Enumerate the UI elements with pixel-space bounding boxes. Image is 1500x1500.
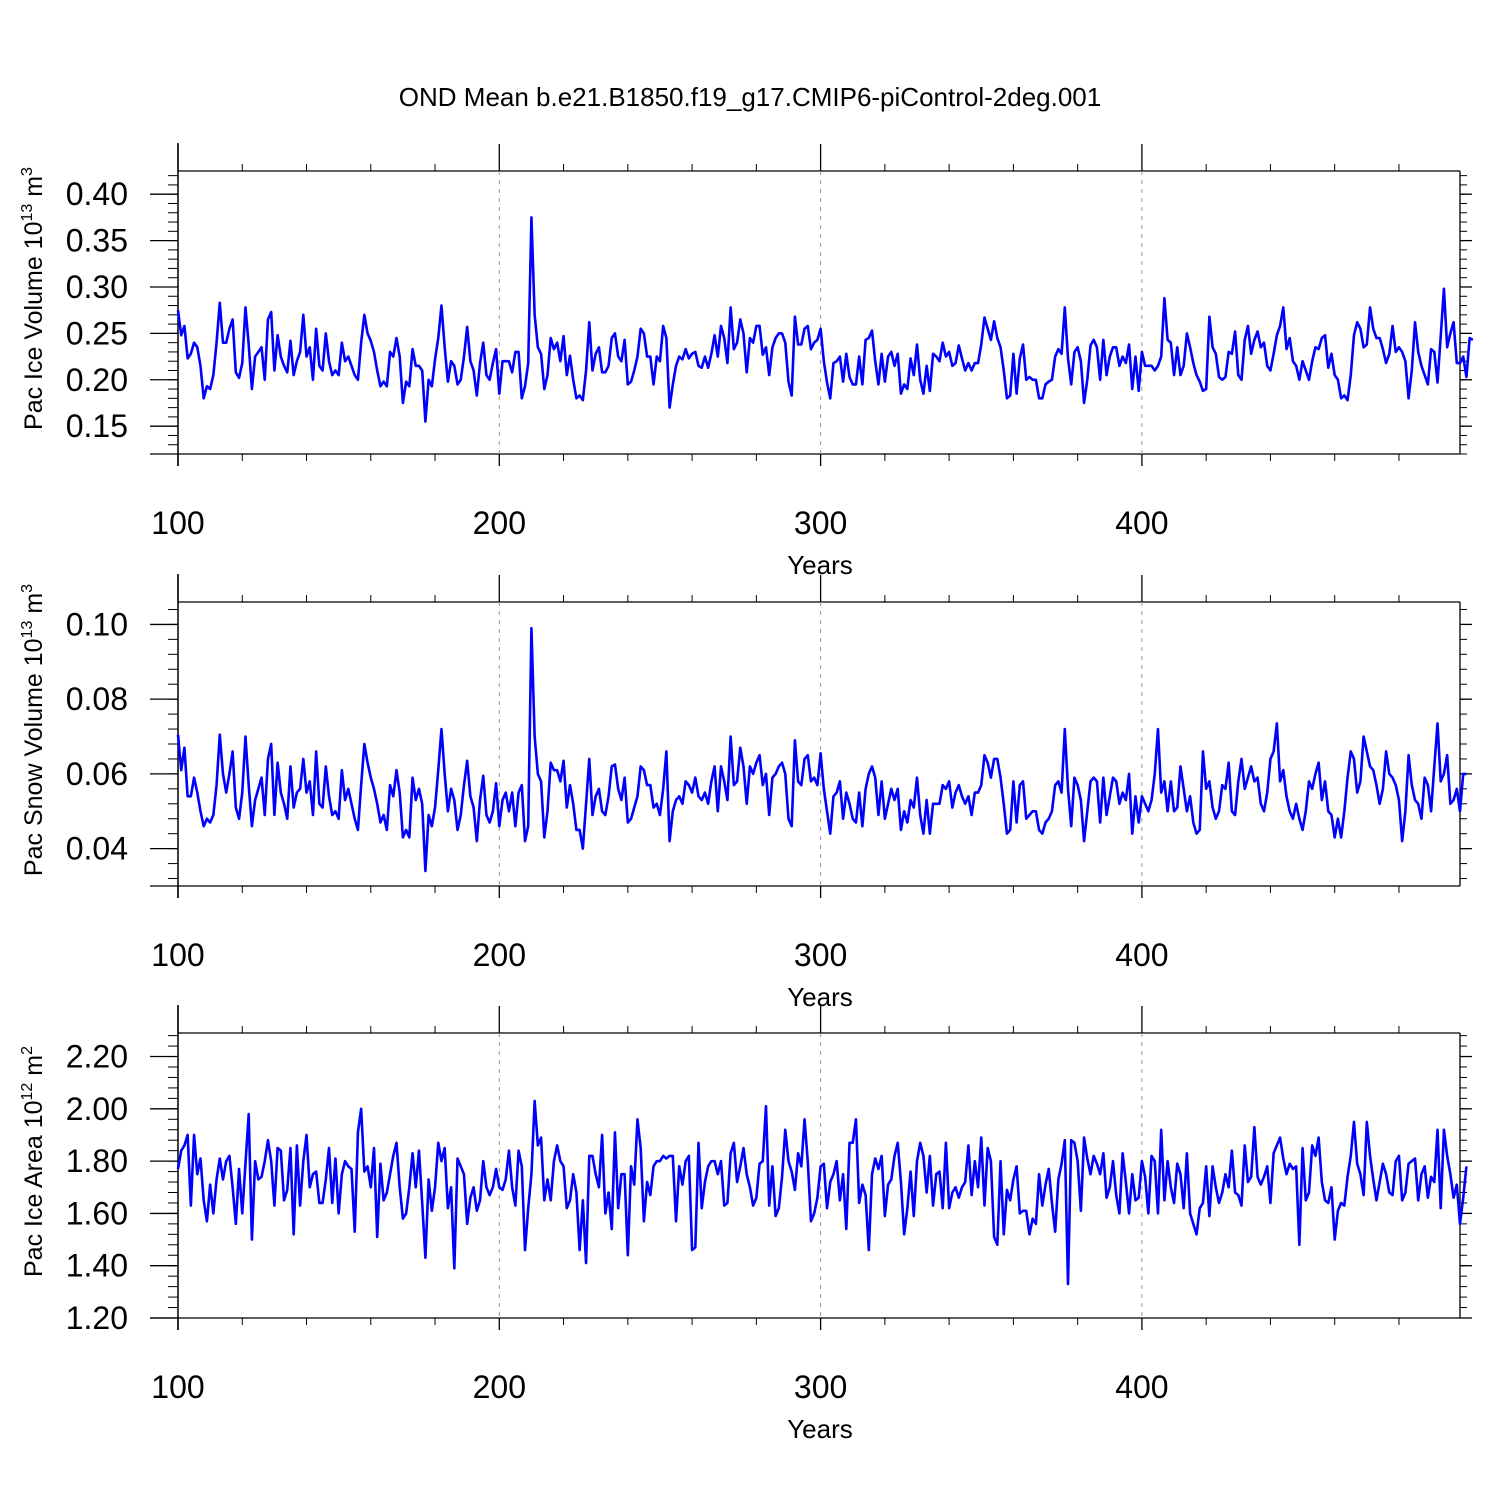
series-line bbox=[176, 1099, 1468, 1286]
x-tick-label: 400 bbox=[1115, 505, 1168, 541]
x-tick-label: 300 bbox=[794, 505, 847, 541]
y-tick-label: 0.30 bbox=[66, 269, 128, 305]
y-tick-label: 0.08 bbox=[66, 681, 128, 717]
y-tick-label: 0.20 bbox=[66, 362, 128, 398]
y-tick-label: 1.40 bbox=[66, 1248, 128, 1284]
y-tick-label: 1.20 bbox=[66, 1300, 128, 1336]
panels: 100 200 300 400 0.15 0.20 0.25 0.30 0.35 0.40 Year… bbox=[19, 143, 1474, 1444]
y-axis-title: Pac Ice Volume 1013 m3 bbox=[19, 167, 48, 430]
x-tick-label: 200 bbox=[473, 1369, 526, 1405]
x-axis-title: Years bbox=[787, 1414, 853, 1444]
x-tick-label: 200 bbox=[473, 937, 526, 973]
x-tick-label: 300 bbox=[794, 1369, 847, 1405]
panel-ice-area: 100 200 300 400 1.20 1.40 1.60 1.80 2.00 2.20 Year… bbox=[19, 1005, 1472, 1444]
y-tick-label: 0.04 bbox=[66, 831, 128, 867]
y-tick-label: 0.15 bbox=[66, 408, 128, 444]
y-tick-label: 0.06 bbox=[66, 756, 128, 792]
y-tick-label: 1.60 bbox=[66, 1195, 128, 1231]
y-tick-label: 0.25 bbox=[66, 315, 128, 351]
series-line bbox=[176, 216, 1474, 423]
x-tick-label: 100 bbox=[151, 1369, 204, 1405]
x-tick-label: 100 bbox=[151, 937, 204, 973]
y-tick-label: 2.00 bbox=[66, 1091, 128, 1127]
series-line bbox=[176, 626, 1467, 873]
y-tick-label: 1.80 bbox=[66, 1143, 128, 1179]
y-tick-label: 0.10 bbox=[66, 606, 128, 642]
panel-ice-volume: 100 200 300 4000.150.200.250.300.350.40Year… bbox=[19, 143, 1474, 580]
x-tick-label: 300 bbox=[794, 937, 847, 973]
x-tick-label: 100 bbox=[151, 505, 204, 541]
x-tick-label: 400 bbox=[1115, 1369, 1168, 1405]
y-axis-title: Pac Snow Volume 1013 m3 bbox=[19, 584, 48, 876]
y-axis-title: Pac Ice Area 1012 m2 bbox=[19, 1046, 48, 1277]
y-tick-label: 0.35 bbox=[66, 223, 128, 259]
chart-title: OND Mean b.e21.B1850.f19_g17.CMIP6-piCon… bbox=[399, 82, 1101, 112]
x-tick-label: 400 bbox=[1115, 937, 1168, 973]
y-tick-label: 0.40 bbox=[66, 176, 128, 212]
y-tick-label: 2.20 bbox=[66, 1039, 128, 1075]
x-tick-label: 200 bbox=[473, 505, 526, 541]
